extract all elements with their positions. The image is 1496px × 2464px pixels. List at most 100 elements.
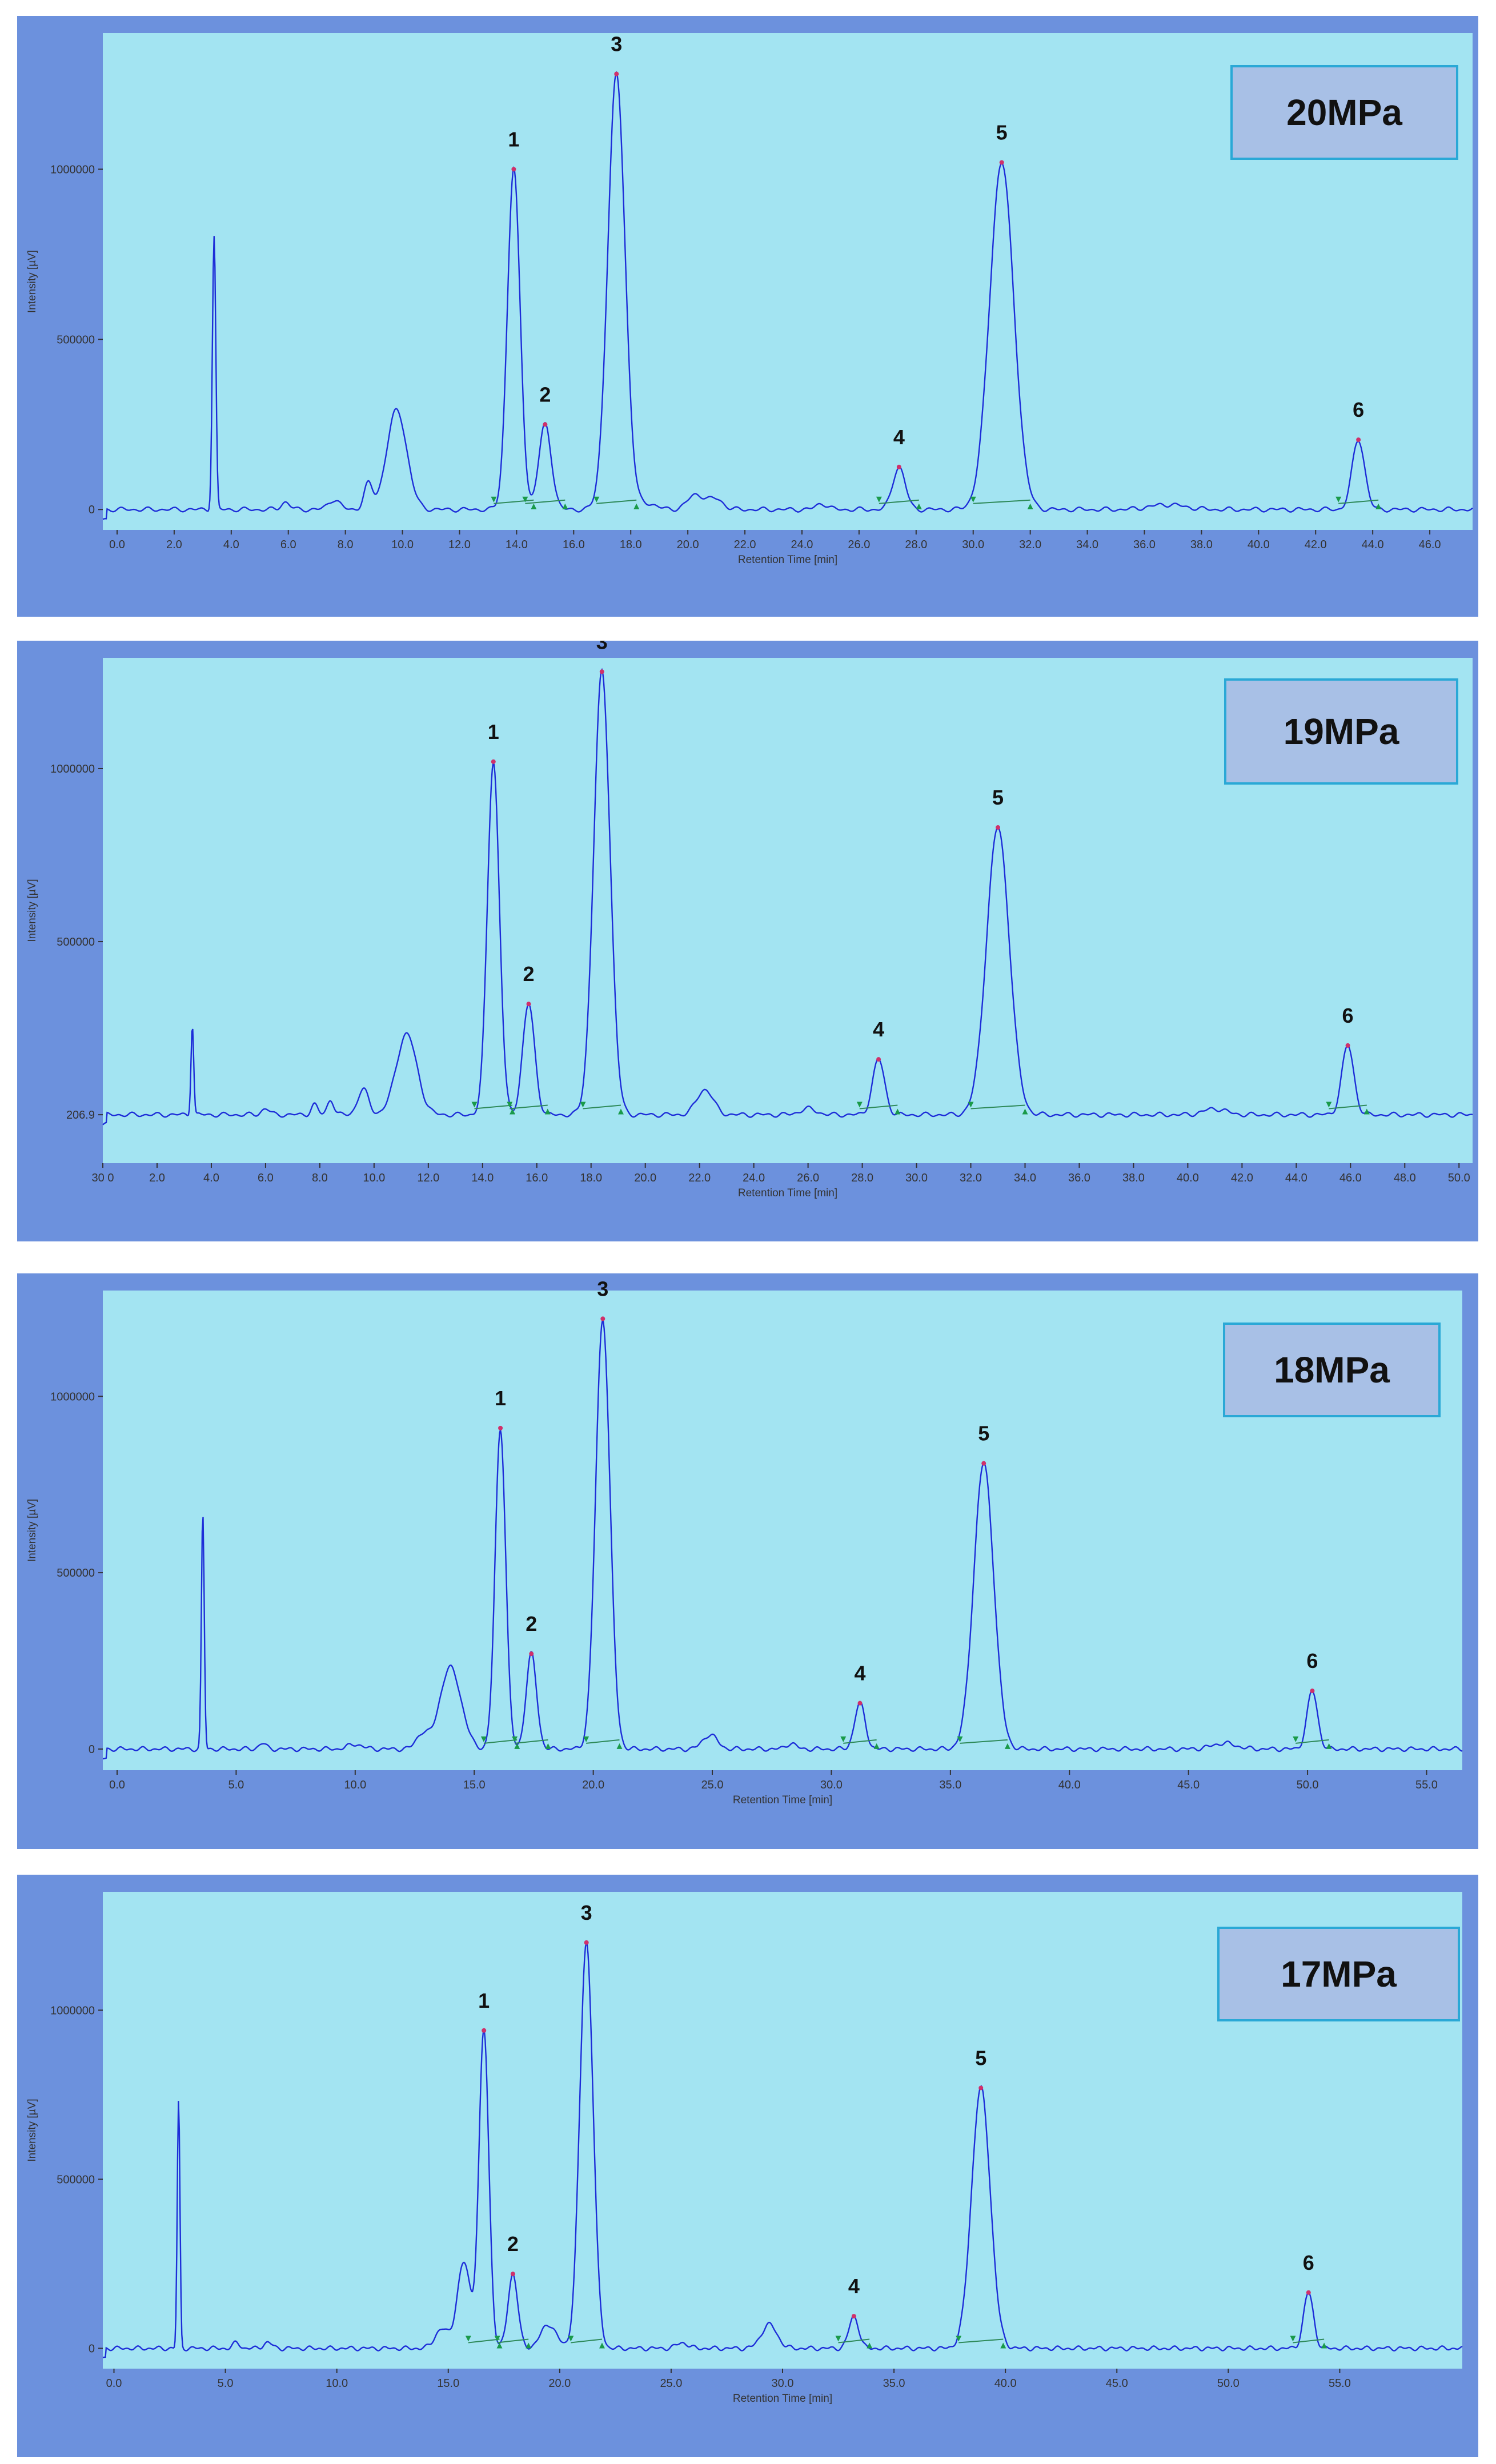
peak-end-marker [895,1108,901,1115]
peak-label: 3 [581,1901,592,1924]
peak-end-marker [545,1743,551,1749]
y-tick-label: 500000 [57,1567,95,1579]
peak-label: 5 [992,786,1004,809]
x-tick-label: 30.0 [820,1779,843,1791]
x-tick-label: 34.0 [1076,538,1098,551]
peak-apex-marker [896,464,901,469]
peak-end-marker [1022,1108,1028,1115]
peak-apex-marker [529,1651,534,1657]
y-tick-label: 1000000 [50,2004,95,2017]
integration-baseline [879,499,919,504]
peak-label: 1 [508,127,519,151]
peak-end-marker [496,2342,503,2349]
x-tick-label: 14.0 [506,538,528,551]
peak-start-marker [491,496,497,503]
peak-apex-marker [600,1316,605,1321]
y-axis-label: Intensity [µV] [26,1499,38,1562]
peak-label: 5 [978,1422,989,1445]
x-axis-label: Retention Time [min] [733,1794,832,1806]
integration-baseline [1293,2338,1325,2344]
integration-baseline [571,2338,603,2344]
chromatogram-17mpa: 0 500000 1000000 0.0 5.0 10.0 15.0 20.0 25.0 30.0… [17,1875,1478,2457]
x-tick-label: 38.0 [1122,1172,1145,1184]
x-tick-label: 20.0 [677,538,699,551]
peak-label: 2 [523,962,535,986]
x-tick-label: 45.0 [1106,2377,1128,2390]
peak-apex-marker [599,669,604,674]
peak-start-marker [583,1736,589,1742]
peak-apex-marker [1356,437,1361,443]
x-tick-label: 48.0 [1394,1172,1416,1184]
x-tick-label: 30.0 [962,538,984,551]
integration-baseline [843,1739,877,1744]
peak-label: 5 [996,120,1008,144]
peak-end-marker [1004,1743,1010,1749]
peak-label: 6 [1353,398,1364,421]
peak-start-marker [1335,496,1342,503]
peak-label: 2 [539,383,551,406]
x-tick-label: 46.0 [1339,1172,1362,1184]
x-tick-label: 32.0 [1019,538,1041,551]
x-axis-label: Retention Time [min] [733,2393,832,2405]
chromatogram-18mpa: 0 500000 1000000 0.0 5.0 10.0 15.0 20.0 25.0 30.0… [17,1273,1478,1849]
peak-label: 6 [1306,1649,1318,1673]
peak-start-marker [568,2336,574,2342]
x-tick-label: 10.0 [363,1172,385,1184]
x-tick-label: 26.0 [797,1172,819,1184]
x-tick-label: 34.0 [1014,1172,1036,1184]
y-tick-label: 500000 [57,2173,95,2186]
pressure-label: 19MPa [1284,711,1399,752]
integration-baseline [514,1739,548,1744]
x-tick-label: 8.0 [312,1172,328,1184]
integration-baseline [1296,1739,1329,1744]
y-tick-label: 1000000 [50,163,95,176]
peak-label: 1 [478,1989,490,2012]
integration-baseline [970,1104,1025,1110]
peak-apex-marker [510,2272,515,2277]
peak-start-marker [522,496,528,503]
x-tick-label: 28.0 [905,538,927,551]
peak-start-marker [471,1102,478,1108]
peak-end-marker [633,503,640,509]
pressure-box [1223,1323,1441,1417]
y-axis-label: Intensity [µV] [26,2099,38,2161]
integration-baseline [596,499,637,504]
peak-start-marker [876,496,882,503]
x-tick-label: 55.0 [1329,2377,1351,2390]
x-tick-label: 24.0 [743,1172,765,1184]
peak-apex-marker [526,1002,531,1007]
peak-label: 3 [597,1277,608,1300]
peak-start-marker [494,2336,500,2342]
peak-start-marker [835,2336,841,2342]
x-tick-label: 35.0 [883,2377,905,2390]
x-tick-label: 50.0 [1297,1779,1319,1791]
x-tick-label: 0.0 [106,2377,122,2390]
peak-apex-marker [498,1425,503,1430]
peak-end-marker [1326,1743,1332,1749]
x-tick-label: 18.0 [620,538,642,551]
peak-end-marker [1363,1108,1370,1115]
x-tick-label: 5.0 [228,1779,244,1791]
peak-start-marker [856,1102,863,1108]
y-tick-label: 0 [89,504,95,516]
pressure-label: 17MPa [1281,1953,1397,1995]
peak-start-marker [840,1736,847,1742]
peak-apex-marker [1306,2290,1311,2295]
peak-start-marker [593,496,600,503]
chromatogram-trace [102,668,1473,1126]
peak-end-marker [1321,2342,1327,2349]
x-tick-label: 10.0 [391,538,414,551]
peak-label: 1 [495,1386,506,1410]
pressure-box [1224,678,1458,785]
peak-end-marker [616,1743,623,1749]
integration-baseline [973,499,1030,504]
peak-end-marker [873,1743,880,1749]
x-tick-label: 25.0 [660,2377,682,2390]
peak-apex-marker [996,825,1001,830]
x-tick-label: 46.0 [1419,538,1441,551]
peak-label: 4 [854,1662,865,1685]
x-tick-label: 40.0 [1248,538,1270,551]
chromatogram-trace [102,71,1473,520]
integration-baseline [1338,499,1379,504]
y-tick-label: 1000000 [50,763,95,775]
